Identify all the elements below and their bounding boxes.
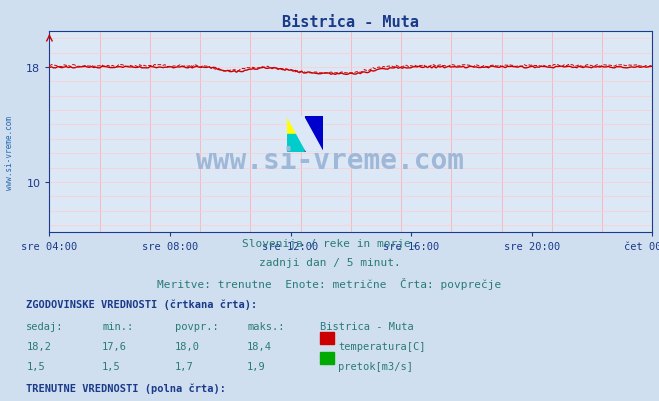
Title: Bistrica - Muta: Bistrica - Muta: [283, 14, 419, 30]
Text: 1,7: 1,7: [175, 361, 193, 371]
Text: min.:: min.:: [102, 321, 133, 331]
Text: 1,5: 1,5: [26, 361, 45, 371]
Text: maks.:: maks.:: [247, 321, 285, 331]
Text: www.si-vreme.com: www.si-vreme.com: [196, 146, 463, 174]
Text: zadnji dan / 5 minut.: zadnji dan / 5 minut.: [258, 258, 401, 268]
Text: ZGODOVINSKE VREDNOSTI (črtkana črta):: ZGODOVINSKE VREDNOSTI (črtkana črta):: [26, 299, 258, 309]
Text: pretok[m3/s]: pretok[m3/s]: [338, 361, 413, 371]
Text: 18,2: 18,2: [26, 341, 51, 351]
Text: 18,4: 18,4: [247, 341, 272, 351]
Text: Meritve: trenutne  Enote: metrične  Črta: povprečje: Meritve: trenutne Enote: metrične Črta: …: [158, 277, 501, 289]
Text: 17,6: 17,6: [102, 341, 127, 351]
Text: www.si-vreme.com: www.si-vreme.com: [5, 115, 14, 189]
Text: 1,5: 1,5: [102, 361, 121, 371]
Text: povpr.:: povpr.:: [175, 321, 218, 331]
Text: temperatura[C]: temperatura[C]: [338, 341, 426, 351]
Text: TRENUTNE VREDNOSTI (polna črta):: TRENUTNE VREDNOSTI (polna črta):: [26, 383, 226, 393]
Text: 1,9: 1,9: [247, 361, 266, 371]
Polygon shape: [287, 116, 323, 152]
Bar: [304, 116, 323, 152]
Bar: [287, 134, 304, 152]
Text: 18,0: 18,0: [175, 341, 200, 351]
Bar: [287, 116, 304, 134]
Text: Slovenija / reke in morje.: Slovenija / reke in morje.: [242, 239, 417, 249]
Text: Bistrica - Muta: Bistrica - Muta: [320, 321, 413, 331]
Text: sedaj:: sedaj:: [26, 321, 64, 331]
